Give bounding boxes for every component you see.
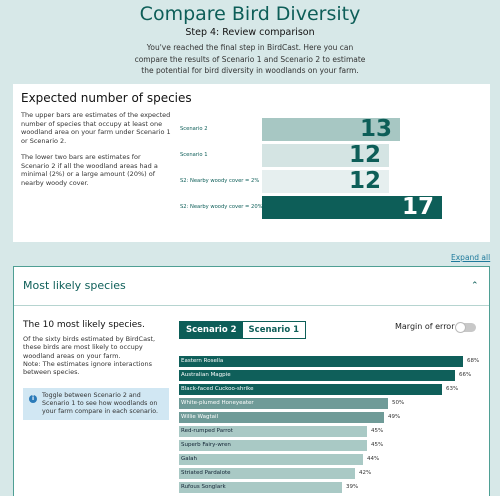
species-bar: Galah [179,454,363,465]
scenario-toggle: Scenario 2 Scenario 1 [179,321,307,339]
species-row: White-plumed Honeyeater 50% [179,398,479,409]
expected-bar-label: Scenario 1 [180,152,208,158]
species-row: Galah 44% [179,454,479,465]
species-bar: Willie Wagtail [179,412,384,423]
likely-species-title: Most likely species [23,279,126,292]
intro-text: You've reached the final step in BirdCas… [134,43,366,75]
species-row: Rufous Songlark 39% [179,482,479,493]
species-percent: 45% [371,442,384,448]
species-name: Red-rumped Parrot [181,428,233,434]
likely-species-card: Most likely species ⌃ The 10 most likely… [13,266,490,496]
species-bar: Rufous Songlark [179,482,342,493]
species-bar: Eastern Rosella [179,356,463,367]
info-text: Toggle between Scenario 2 and Scenario 1… [42,392,158,416]
species-name: White-plumed Honeyeater [181,400,254,406]
species-bar: Australian Magpie [179,370,455,381]
margin-of-error-switch[interactable] [455,322,476,333]
species-name: Black-faced Cuckoo-shrike [181,386,254,392]
species-percent: 44% [367,456,380,462]
expected-bar-value: 12 [348,168,381,194]
species-name: Rufous Songlark [181,484,226,490]
expected-bar-value: 13 [359,116,392,142]
species-percent: 63% [446,386,459,392]
species-name: Willie Wagtail [181,414,219,420]
species-name: Superb Fairy-wren [181,442,231,448]
tab-scenario-1[interactable]: Scenario 1 [242,322,306,338]
species-name: Galah [181,456,198,462]
species-row: Superb Fairy-wren 45% [179,440,479,451]
expand-all-link[interactable]: Expand all [451,253,491,262]
species-percent: 66% [459,372,472,378]
expected-bar-label: S2: Nearby woody cover = 20% [180,204,263,210]
expected-bar-label: S2: Nearby woody cover = 2% [180,178,260,184]
expected-species-card: Expected number of species The upper bar… [13,84,490,242]
top10-note: Note: The estimates ignore interactions … [23,359,153,377]
species-row: Eastern Rosella 68% [179,356,479,367]
top10-description: Of the sixty birds estimated by BirdCast… [23,335,173,376]
top10-subtitle: The 10 most likely species. [23,320,145,330]
species-row: Willie Wagtail 49% [179,412,479,423]
species-name: Striated Pardalote [181,470,231,476]
species-row: Black-faced Cuckoo-shrike 63% [179,384,479,395]
species-bar: Red-rumped Parrot [179,426,367,437]
species-bar: Superb Fairy-wren [179,440,367,451]
switch-knob[interactable] [455,322,466,333]
expected-bar-label: Scenario 2 [180,126,208,132]
species-row: Australian Magpie 66% [179,370,479,381]
expected-species-title: Expected number of species [21,91,192,105]
expected-bar: 12 [262,142,389,168]
expected-bar-value: 17 [401,194,434,220]
expected-bar: 13 [262,116,400,142]
margin-of-error-label: Margin of error [395,322,455,331]
expected-desc-upper: The upper bars are estimates of the expe… [21,111,171,145]
expected-desc-lower: The lower two bars are estimates for Sce… [21,153,158,187]
species-bar: White-plumed Honeyeater [179,398,388,409]
expected-bar-value: 12 [348,142,381,168]
species-percent: 50% [392,400,405,406]
info-box: i Toggle between Scenario 2 and Scenario… [23,388,169,420]
species-bar: Black-faced Cuckoo-shrike [179,384,442,395]
info-icon: i [29,395,37,403]
likely-species-header[interactable]: Most likely species ⌃ [14,267,489,306]
species-bar: Striated Pardalote [179,468,355,479]
expected-bar: 17 [262,194,442,220]
species-percent: 45% [371,428,384,434]
expected-bar: 12 [262,168,389,194]
page-title: Compare Bird Diversity [139,3,361,25]
species-name: Australian Magpie [181,372,231,378]
species-row: Striated Pardalote 42% [179,468,479,479]
top10-desc-text: Of the sixty birds estimated by BirdCast… [23,335,156,360]
species-percent: 42% [359,470,372,476]
species-percent: 68% [467,358,480,364]
species-row: Red-rumped Parrot 45% [179,426,479,437]
chevron-up-icon[interactable]: ⌃ [471,281,479,291]
species-percent: 49% [388,414,401,420]
species-name: Eastern Rosella [181,358,224,364]
species-percent: 39% [346,484,359,490]
expected-species-description: The upper bars are estimates of the expe… [21,111,171,195]
tab-scenario-2[interactable]: Scenario 2 [180,322,243,338]
step-title: Step 4: Review comparison [185,27,315,38]
